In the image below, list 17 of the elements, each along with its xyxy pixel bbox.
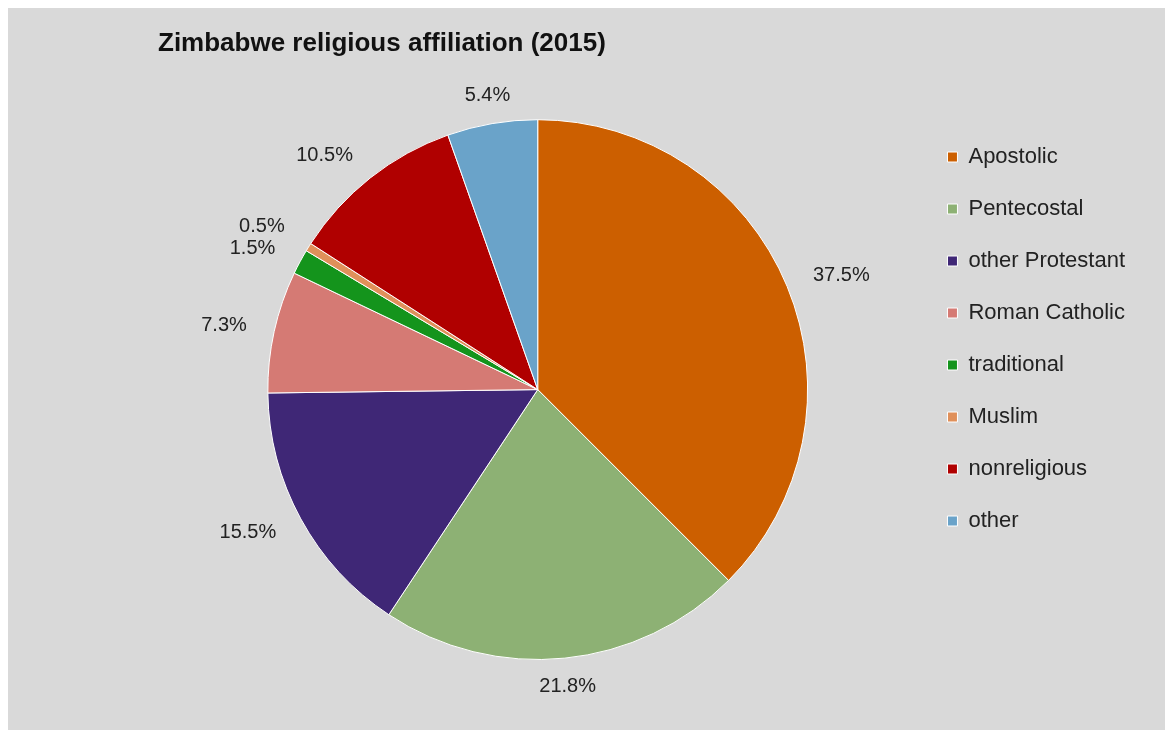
legend-label: traditional	[968, 351, 1064, 377]
data-label: 10.5%	[296, 143, 354, 166]
legend-label: other Protestant	[968, 247, 1126, 273]
data-label: 21.8%	[539, 673, 597, 696]
legend-label: other	[968, 507, 1019, 533]
chart-title: Zimbabwe religious affiliation (2015)	[158, 26, 606, 57]
data-label: 15.5%	[219, 519, 277, 542]
legend-label: Roman Catholic	[968, 299, 1125, 325]
data-label: 7.3%	[201, 313, 248, 336]
data-label: 5.4%	[464, 83, 511, 106]
legend-label: Pentecostal	[968, 195, 1084, 221]
legend-label: nonreligious	[968, 455, 1088, 481]
data-label: 37.5%	[812, 263, 870, 286]
legend-label: Apostolic	[968, 143, 1058, 169]
data-label: 1.5%	[229, 236, 276, 259]
data-label: 0.5%	[239, 214, 285, 237]
legend-label: Muslim	[968, 403, 1039, 429]
